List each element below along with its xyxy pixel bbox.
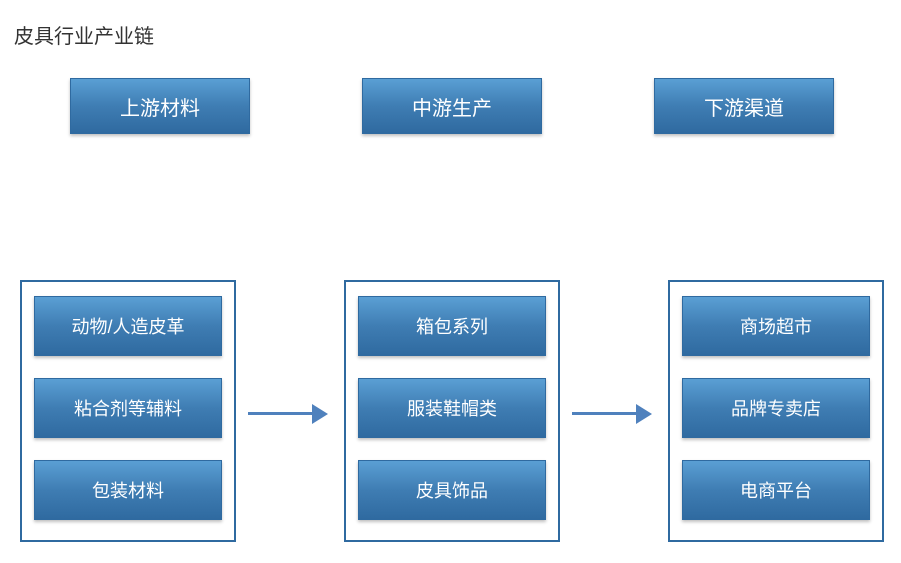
header-midstream: 中游生产 (362, 78, 542, 134)
header-label: 下游渠道 (704, 92, 784, 121)
item-accessory: 皮具饰品 (358, 460, 546, 520)
arrow-line (248, 412, 314, 415)
arrow-head-icon (312, 404, 328, 424)
item-label: 粘合剂等辅料 (74, 395, 182, 421)
item-store: 商场超市 (682, 296, 870, 356)
item-apparel: 服装鞋帽类 (358, 378, 546, 438)
item-label: 动物/人造皮革 (71, 313, 184, 339)
arrow-head-icon (636, 404, 652, 424)
item-label: 皮具饰品 (416, 477, 488, 503)
header-label: 中游生产 (412, 92, 492, 121)
item-packaging: 包装材料 (34, 460, 222, 520)
item-leather: 动物/人造皮革 (34, 296, 222, 356)
item-label: 服装鞋帽类 (407, 395, 497, 421)
header-downstream: 下游渠道 (654, 78, 834, 134)
arrow-1 (248, 404, 328, 424)
arrow-2 (572, 404, 652, 424)
item-brand: 品牌专卖店 (682, 378, 870, 438)
item-label: 商场超市 (740, 313, 812, 339)
header-upstream: 上游材料 (70, 78, 250, 134)
diagram-title: 皮具行业产业链 (14, 20, 154, 49)
item-label: 箱包系列 (416, 313, 488, 339)
item-label: 电商平台 (740, 477, 812, 503)
item-label: 品牌专卖店 (731, 395, 821, 421)
item-ecommerce: 电商平台 (682, 460, 870, 520)
item-bags: 箱包系列 (358, 296, 546, 356)
arrow-line (572, 412, 638, 415)
header-label: 上游材料 (120, 92, 200, 121)
item-adhesive: 粘合剂等辅料 (34, 378, 222, 438)
item-label: 包装材料 (92, 477, 164, 503)
